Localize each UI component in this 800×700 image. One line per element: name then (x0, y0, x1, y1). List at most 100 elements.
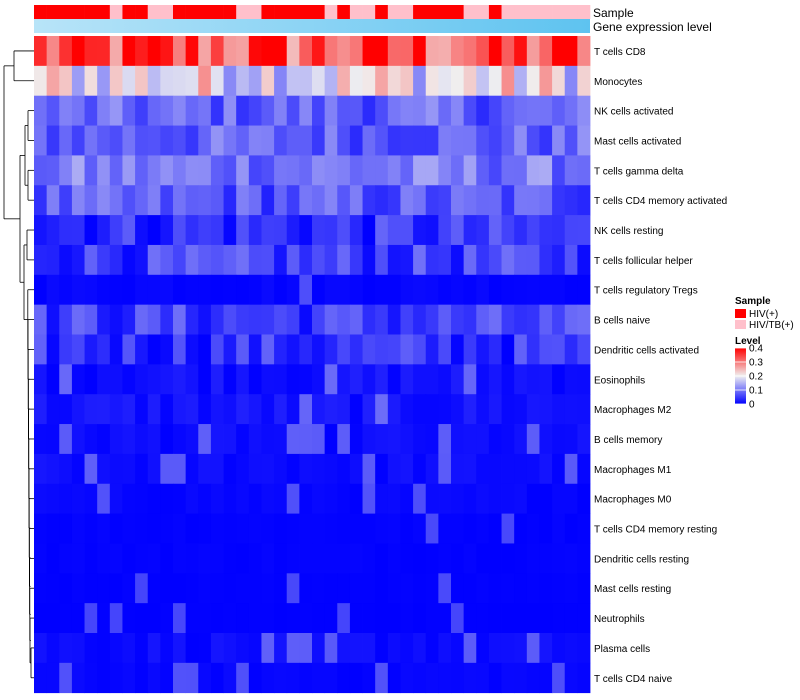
heatmap-cell (173, 424, 187, 455)
heatmap-cell (425, 603, 439, 634)
heatmap-cell (539, 513, 553, 544)
heatmap-cell (438, 513, 452, 544)
heatmap-cell (514, 95, 528, 126)
heatmap-cell (198, 65, 212, 97)
heatmap-cell (261, 394, 275, 425)
sample-cell (97, 5, 111, 19)
heatmap-cell (362, 483, 376, 514)
heatmap-cell (248, 573, 262, 604)
heatmap-cell (337, 513, 351, 544)
heatmap-cell (324, 274, 338, 306)
heatmap-cell (59, 36, 73, 67)
heatmap-cell (198, 155, 212, 186)
sample-cell (451, 5, 464, 19)
heatmap-cell (577, 364, 591, 395)
heatmap-cell (59, 603, 73, 634)
heatmap-cell (97, 244, 111, 276)
heatmap-cell (223, 185, 237, 216)
heatmap-cell (362, 304, 376, 335)
heatmap-cell (451, 36, 465, 67)
heatmap-cell (248, 483, 262, 514)
heatmap-cell (400, 274, 414, 306)
heatmap-cell (451, 304, 465, 335)
heatmap-cell (501, 394, 515, 425)
heatmap-cell (34, 633, 48, 664)
heatmap-cell (160, 573, 174, 604)
heatmap-cell (59, 244, 73, 276)
heatmap-cell (210, 304, 224, 335)
heatmap-cell (109, 185, 123, 216)
heatmap-cell (135, 215, 149, 246)
heatmap-cell (463, 633, 477, 664)
heatmap-cell (160, 215, 174, 246)
heatmap-cell (84, 125, 98, 156)
heatmap-cell (400, 424, 414, 455)
heatmap-cell (539, 573, 553, 604)
heatmap-cell (46, 633, 60, 664)
sample-cell (46, 5, 60, 19)
heatmap-cell (223, 394, 237, 425)
heatmap-cell (236, 633, 250, 664)
heatmap-cell (160, 394, 174, 425)
heatmap-cell (324, 424, 338, 455)
heatmap-cell (59, 424, 73, 455)
heatmap-cell (185, 304, 199, 335)
sample-cell (337, 5, 351, 19)
heatmap-cell (438, 394, 452, 425)
heatmap-cell (476, 36, 490, 67)
heatmap-cell (564, 603, 578, 634)
heatmap-cell (400, 65, 414, 97)
heatmap-cell (97, 483, 111, 514)
heatmap-cell (463, 244, 477, 276)
heatmap-cell (337, 244, 351, 276)
heatmap-cell (71, 65, 85, 97)
row-label: T cells gamma delta (594, 166, 684, 177)
heatmap-cell (185, 424, 199, 455)
row-dendrogram (3, 50, 34, 679)
heatmap-cell (425, 483, 439, 514)
level-tick-label: 0.1 (749, 386, 763, 397)
heatmap-cell (400, 662, 414, 694)
heatmap-cell (451, 215, 465, 246)
heatmap-cell (261, 125, 275, 156)
heatmap-cell (71, 543, 85, 574)
heatmap-cell (539, 334, 553, 365)
heatmap-cell (337, 304, 351, 335)
heatmap-cell (34, 394, 48, 425)
heatmap-cell (210, 125, 224, 156)
heatmap-cell (173, 662, 187, 694)
heatmap-cell (413, 603, 427, 634)
heatmap-cell (451, 662, 465, 694)
heatmap-cell (97, 364, 111, 395)
heatmap-cell (400, 95, 414, 126)
heatmap-cell (59, 453, 73, 485)
heatmap-cell (577, 543, 591, 574)
sample-cell (413, 5, 427, 19)
heatmap-cell (514, 274, 528, 306)
heatmap-cell (59, 483, 73, 514)
heatmap-cell (198, 185, 212, 216)
heatmap-cell (400, 603, 414, 634)
heatmap-cell (375, 244, 389, 276)
heatmap-cell (198, 334, 212, 365)
legend-swatch-hiv (735, 309, 746, 318)
heatmap-cell (387, 364, 401, 395)
heatmap-cell (286, 215, 300, 246)
heatmap-cell (160, 155, 174, 186)
heatmap-cell (236, 185, 250, 216)
heatmap-cell (526, 215, 540, 246)
heatmap-cell (160, 125, 174, 156)
heatmap-cell (286, 633, 300, 664)
heatmap-cell (34, 215, 48, 246)
heatmap-cell (173, 95, 187, 126)
heatmap-cell (451, 244, 465, 276)
heatmap-cell (400, 185, 414, 216)
heatmap-cell (400, 304, 414, 335)
heatmap-cell (451, 603, 465, 634)
heatmap-cell (185, 394, 199, 425)
heatmap-cell (160, 364, 174, 395)
heatmap-cell (185, 185, 199, 216)
sample-legend: Sample HIV(+) HIV/TB(+) (735, 296, 794, 331)
heatmap-cell (312, 155, 326, 186)
heatmap-cell (59, 274, 73, 306)
